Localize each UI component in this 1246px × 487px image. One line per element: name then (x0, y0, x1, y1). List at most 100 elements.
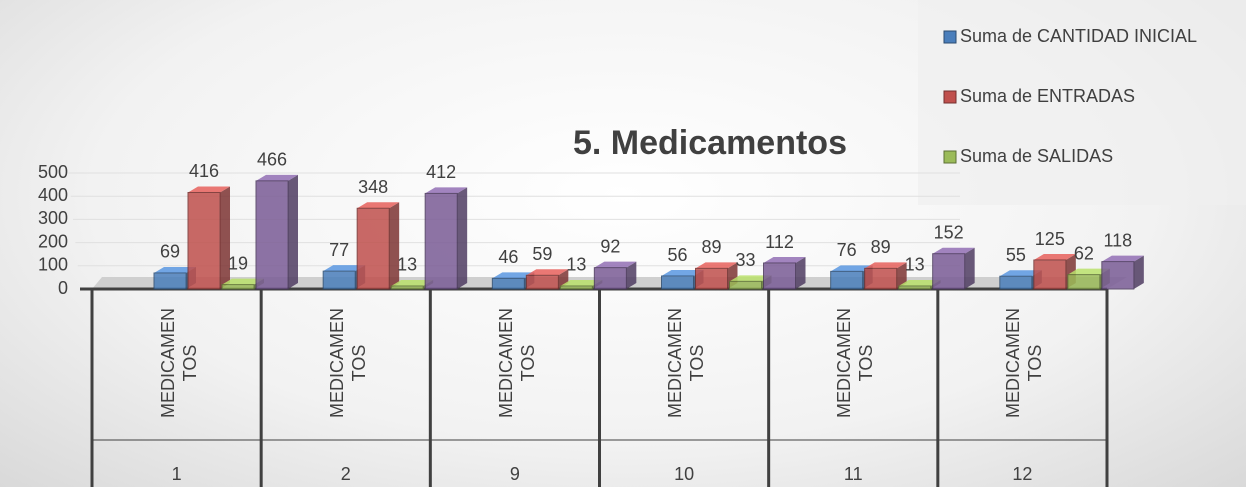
outer-category-label: 10 (674, 464, 694, 484)
bar-top (188, 186, 230, 193)
bar (221, 284, 255, 290)
data-label: 13 (905, 255, 925, 275)
data-label: 46 (498, 247, 518, 267)
bar (491, 277, 525, 290)
data-label: 348 (358, 177, 388, 197)
data-label: 59 (532, 244, 552, 264)
data-label: 89 (871, 237, 891, 257)
bar-side (964, 247, 975, 289)
bar-side (220, 186, 230, 289)
bar (932, 253, 966, 290)
y-tick-label: 400 (38, 185, 68, 205)
bar-top (492, 272, 535, 279)
y-tick-label: 300 (38, 208, 68, 228)
data-label: 13 (397, 255, 417, 275)
bar-top (1033, 254, 1076, 260)
bar (999, 275, 1033, 290)
chart-title: 5. Medicamentos (573, 124, 847, 162)
outer-category-label: 1 (172, 464, 182, 484)
x-tick-label: MEDICAMENTOS (157, 307, 200, 418)
bar-top (391, 279, 434, 286)
bar-top (1067, 268, 1110, 275)
bar-side (896, 262, 907, 289)
bar-top (729, 275, 772, 282)
x-tick-label: MEDICAMENTOS (834, 307, 877, 418)
bar-side (389, 202, 400, 289)
data-label: 416 (189, 161, 219, 181)
legend-box (918, 0, 1246, 205)
legend-label: Suma de ENTRADAS (960, 86, 1135, 106)
bar-side (1133, 255, 1144, 289)
x-tick-label: MEDICAMENTOS (326, 307, 369, 418)
x-tick-label: MEDICAMENTOS (1003, 307, 1046, 418)
legend-swatch (943, 90, 957, 104)
bar-top (357, 202, 400, 209)
bar-top (425, 187, 468, 194)
data-label: 76 (837, 240, 857, 260)
bar-top (560, 279, 603, 286)
data-label: 33 (735, 250, 755, 270)
data-label: 412 (426, 162, 456, 182)
data-label: 56 (667, 245, 687, 265)
bar (593, 267, 627, 290)
bar-side (288, 174, 298, 289)
bar-top (594, 261, 637, 268)
x-tick-label: MEDICAMENTOS (665, 307, 708, 418)
bar-top (830, 265, 873, 272)
bar (322, 270, 356, 290)
legend-label: Suma de SALIDAS (960, 146, 1113, 166)
bar (763, 262, 796, 290)
x-tick-label: MEDICAMENTOS (495, 307, 538, 418)
bar-top (526, 269, 569, 276)
data-label: 125 (1035, 229, 1065, 249)
bar (255, 180, 289, 290)
bar (695, 267, 728, 290)
bar-top (695, 262, 738, 269)
outer-category-label: 2 (341, 464, 351, 484)
bar (356, 207, 390, 290)
bar (729, 280, 762, 290)
bar (1067, 274, 1101, 290)
bar (525, 274, 559, 290)
data-label: 77 (329, 240, 349, 260)
bar (153, 272, 187, 290)
bar (661, 275, 694, 290)
data-label: 466 (257, 150, 287, 170)
outer-category-label: 12 (1012, 464, 1032, 484)
bar-top (323, 265, 366, 272)
legend-swatch (943, 30, 957, 44)
bar-top (154, 266, 196, 273)
bar (898, 285, 932, 290)
data-label: 13 (566, 255, 586, 275)
y-tick-label: 0 (58, 278, 68, 298)
y-tick-label: 100 (38, 255, 68, 275)
bar (424, 192, 458, 290)
bar (1033, 259, 1067, 290)
data-label: 55 (1006, 245, 1026, 265)
data-label: 62 (1074, 243, 1094, 263)
bar (390, 285, 424, 290)
bar-top (763, 257, 806, 264)
data-label: 92 (600, 236, 620, 256)
data-label: 69 (160, 242, 180, 262)
data-label: 89 (701, 237, 721, 257)
legend-swatch (943, 150, 957, 164)
bar-top (661, 270, 704, 277)
data-label: 118 (1103, 230, 1132, 250)
bar-side (457, 187, 468, 289)
bar (864, 267, 898, 290)
bar-side (795, 257, 806, 289)
y-tick-label: 200 (38, 231, 68, 251)
bar (187, 191, 221, 290)
bar-top (932, 247, 975, 254)
bar-top (864, 262, 907, 269)
bar (1101, 261, 1135, 290)
bar-top (1101, 255, 1144, 262)
bar-top (999, 270, 1042, 277)
bar-top (256, 174, 298, 181)
y-tick-label: 500 (38, 162, 68, 182)
outer-category-label: 9 (510, 464, 520, 484)
legend-label: Suma de CANTIDAD INICIAL (960, 26, 1197, 46)
